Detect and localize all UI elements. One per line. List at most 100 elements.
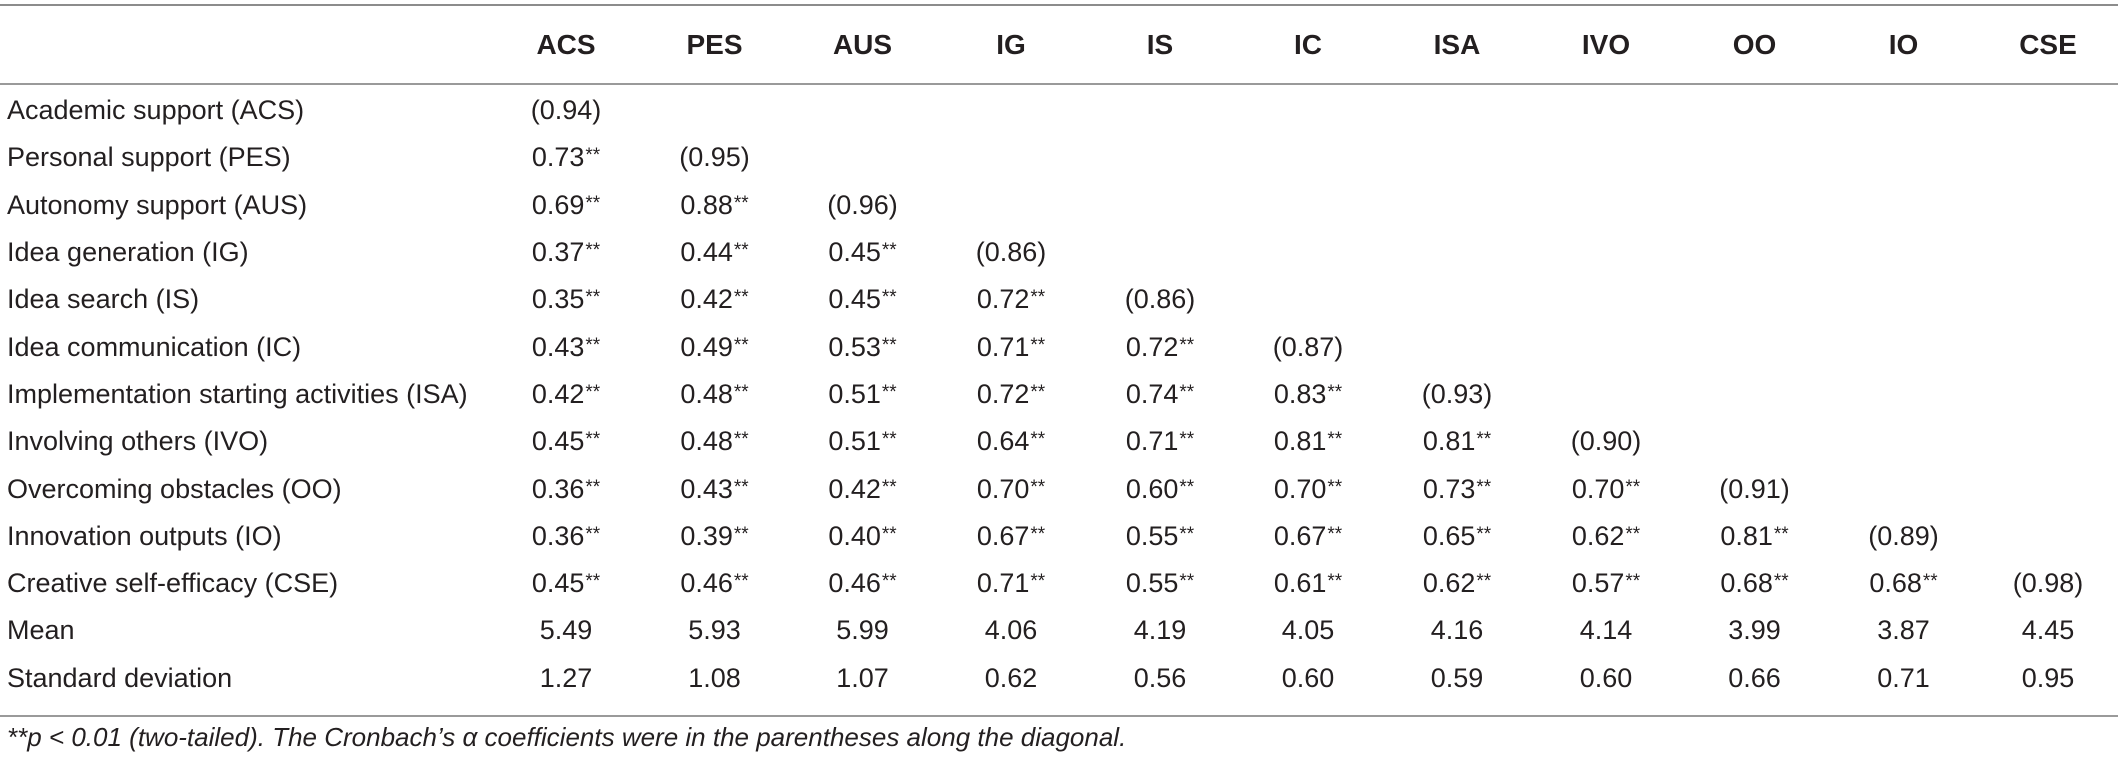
table-cell: 0.71** [976,568,1046,599]
table-cell: 0.70** [1571,473,1641,504]
table-cell: 0.51** [828,426,897,457]
table-cell [1829,323,1978,370]
table-cell [1829,276,1978,323]
table-cell: 0.64** [976,426,1046,457]
table-body: Academic support (ACS) (0.94) Personal sup… [0,83,2118,702]
table-row: Autonomy support (AUS) 0.69** 0.88** (0.96) [0,182,2118,229]
significance-marker: ** [1625,571,1641,593]
table-cell [1382,182,1532,229]
table-cell: (0.98) [2012,568,2084,599]
column-header-ic: IC [1294,28,1322,60]
table-cell: 0.36** [531,520,601,551]
column-header-ig: IG [996,28,1026,60]
table-cell: 0.48** [680,426,749,457]
significance-marker: ** [733,429,749,451]
significance-marker: ** [1030,571,1046,593]
row-label: Implementation starting activities (ISA) [7,378,468,409]
table-row: Idea communication (IC) 0.43** 0.49** 0.53*… [0,323,2118,370]
significance-marker: ** [733,571,749,593]
table-cell [1086,229,1234,276]
table-cell: 0.48** [680,378,749,409]
table-cell [1680,323,1829,370]
significance-marker: ** [1327,429,1343,451]
significance-marker: ** [585,192,601,214]
table-cell: 0.68** [1720,568,1789,599]
table-cell: 0.71** [1125,426,1195,457]
significance-marker: ** [1179,571,1195,593]
table-cell: 1.27 [539,662,593,693]
table-cell [936,182,1086,229]
significance-marker: ** [881,287,897,309]
table-cell: 5.49 [539,615,593,646]
table-cell: 0.95 [2021,662,2075,693]
table-cell [1680,418,1829,465]
table-row: Innovation outputs (IO) 0.36** 0.39** 0.40*… [0,513,2118,560]
table-cell [1978,83,2118,134]
table-cell [1532,323,1680,370]
table-cell: (0.91) [1719,473,1790,504]
table-cell: 0.42** [531,378,601,409]
table-cell: 0.56 [1133,662,1187,693]
table-cell [1829,371,1978,418]
table-cell [789,134,936,181]
table-row: Mean 5.49 5.93 5.99 4.06 4.19 4.05 4.16 4.14 3.99… [0,607,2118,654]
table-cell: 0.67** [976,520,1046,551]
table-cell: 0.73** [1422,473,1492,504]
significance-marker: ** [881,240,897,262]
table-cell: (0.90) [1570,426,1642,457]
table-cell: 0.46** [680,568,749,599]
table-cell: 0.70** [1273,473,1343,504]
table-cell: 1.07 [836,662,889,693]
significance-marker: ** [881,429,897,451]
table-cell: 0.62** [1571,520,1641,551]
table-cell [1382,229,1532,276]
table-cell: 0.73** [531,142,601,173]
significance-marker: ** [1030,429,1046,451]
table-row: Personal support (PES) 0.73** (0.95) [0,134,2118,181]
significance-marker: ** [1030,523,1046,545]
table-cell: 0.37** [531,237,601,268]
table-cell: 0.49** [680,331,749,362]
table-cell: 0.71** [976,331,1046,362]
table-cell: 0.60** [1125,473,1195,504]
column-header-isa: ISA [1433,28,1481,60]
significance-marker: ** [881,334,897,356]
header-row: ACS PES AUS IG IS IC ISA IVO OO IO CSE [0,6,2118,83]
significance-marker: ** [1773,523,1789,545]
table-cell: (0.87) [1272,331,1344,362]
row-label: Creative self-efficacy (CSE) [7,568,339,599]
table-row: Involving others (IVO) 0.45** 0.48** 0.51**… [0,418,2118,465]
significance-marker: ** [1179,334,1195,356]
row-label: Involving others (IVO) [7,426,269,457]
significance-marker: ** [585,240,601,262]
table-cell: 0.51** [828,378,897,409]
table-cell: 0.72** [976,284,1046,315]
table-cell: 0.81** [1720,520,1789,551]
table-cell [1978,465,2118,512]
table-cell: 3.99 [1728,615,1781,646]
table-row: Overcoming obstacles (OO) 0.36** 0.43** 0.4… [0,465,2118,512]
table-row: Implementation starting activities (ISA)… [0,371,2118,418]
table-row: Academic support (ACS) (0.94) [0,83,2118,134]
row-label: Standard deviation [7,662,233,693]
significance-marker: ** [1476,523,1492,545]
table-cell: (0.86) [975,237,1047,268]
correlation-table: ACS PES AUS IG IS IC ISA IVO OO IO CSE Academic su… [0,6,2118,702]
table-cell [1829,83,1978,134]
table-cell: 0.53** [828,331,897,362]
significance-marker: ** [1179,523,1195,545]
table-cell [1680,182,1829,229]
significance-marker: ** [733,523,749,545]
row-label: Mean [7,615,75,646]
row-label: Personal support (PES) [7,142,291,173]
table-cell [1532,134,1680,181]
table-cell: (0.96) [827,189,898,220]
table-cell [1978,182,2118,229]
table-cell: 4.06 [984,615,1038,646]
table-cell [1978,323,2118,370]
table-cell [1532,83,1680,134]
table-cell: (0.86) [1124,284,1196,315]
table-cell: 0.60 [1281,662,1335,693]
table-cell: 4.19 [1133,615,1187,646]
table-cell: 0.45** [828,284,897,315]
